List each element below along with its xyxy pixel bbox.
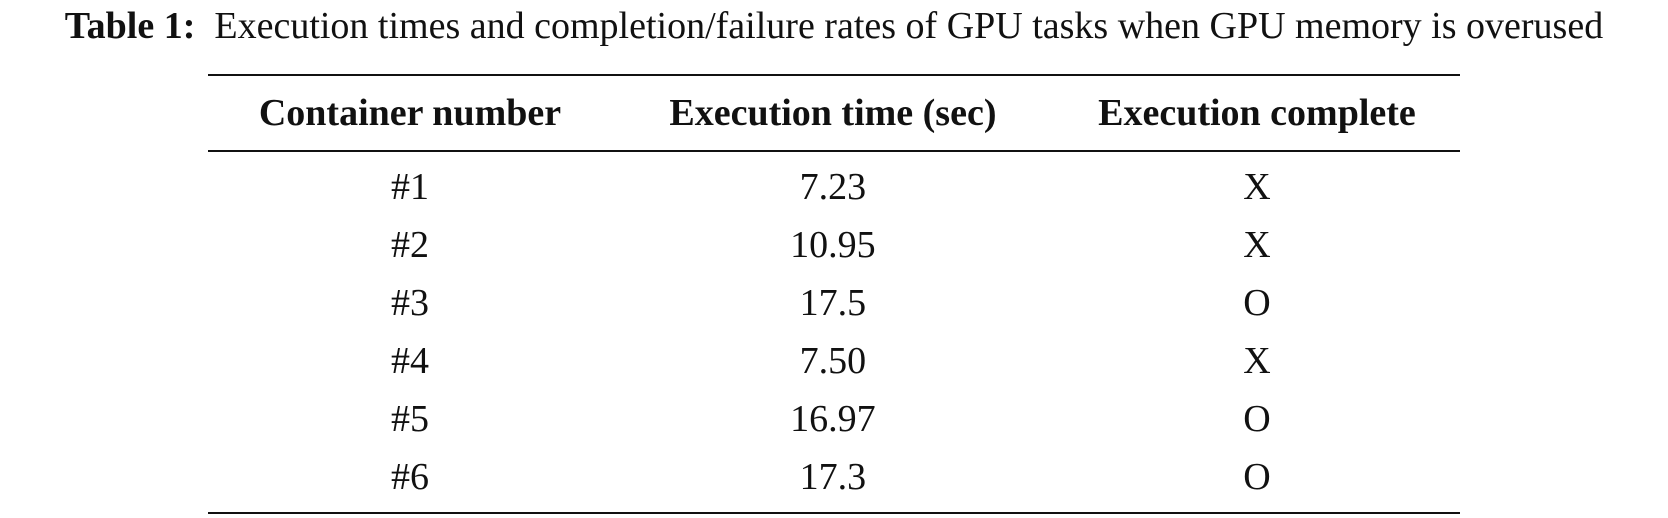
cell-container-number: #5 (390, 398, 429, 440)
cell-container-number: #2 (390, 224, 429, 266)
table-row: #6 17.3 O (208, 448, 1460, 513)
table-row: #4 7.50 X (208, 332, 1460, 390)
header-row: Container number Execution time (sec) Ex… (208, 75, 1460, 151)
cell-execution-time: 17.3 (799, 456, 867, 498)
cell-container-number: #6 (390, 456, 429, 498)
cell-execution-time: 7.50 (799, 340, 867, 382)
cell-container-number: #4 (390, 340, 429, 382)
cell-execution-time: 16.97 (790, 398, 876, 440)
results-table: Container number Execution time (sec) Ex… (208, 74, 1460, 514)
cell-execution-complete: X (1243, 166, 1271, 208)
table-body: #1 7.23 X #2 10.95 X #3 17.5 O #4 7.50 X… (208, 151, 1460, 513)
caption-label: Table 1: (64, 5, 196, 47)
table-row: #1 7.23 X (208, 151, 1460, 216)
header-execution-time: Execution time (sec) (669, 92, 997, 134)
cell-execution-complete: O (1243, 398, 1271, 440)
cell-container-number: #3 (390, 282, 429, 324)
caption-text: Execution times and completion/failure r… (214, 5, 1604, 47)
table-row: #3 17.5 O (208, 274, 1460, 332)
cell-execution-complete: X (1243, 340, 1271, 382)
cell-execution-complete: X (1243, 224, 1271, 266)
results-table-container: Container number Execution time (sec) Ex… (208, 74, 1460, 514)
cell-execution-time: 10.95 (790, 224, 876, 266)
header-container-number: Container number (258, 92, 562, 134)
header-execution-complete: Execution complete (1098, 92, 1416, 134)
table-header: Container number Execution time (sec) Ex… (208, 75, 1460, 151)
table-row: #5 16.97 O (208, 390, 1460, 448)
cell-execution-complete: O (1243, 282, 1271, 324)
cell-container-number: #1 (390, 166, 429, 208)
table-caption: Table 1: Execution times and completion/… (0, 4, 1668, 50)
cell-execution-complete: O (1243, 456, 1271, 498)
cell-execution-time: 17.5 (799, 282, 867, 324)
table-row: #2 10.95 X (208, 216, 1460, 274)
cell-execution-time: 7.23 (799, 166, 867, 208)
